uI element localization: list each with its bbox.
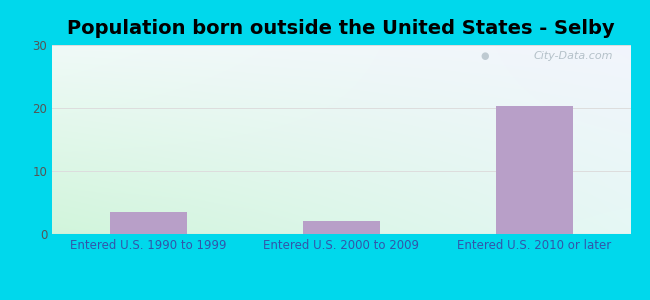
Text: ●: ● xyxy=(480,51,489,61)
Bar xyxy=(495,106,573,234)
Text: City-Data.com: City-Data.com xyxy=(534,51,613,61)
Bar xyxy=(303,221,380,234)
Title: Population born outside the United States - Selby: Population born outside the United State… xyxy=(68,19,615,38)
Bar xyxy=(110,212,187,234)
